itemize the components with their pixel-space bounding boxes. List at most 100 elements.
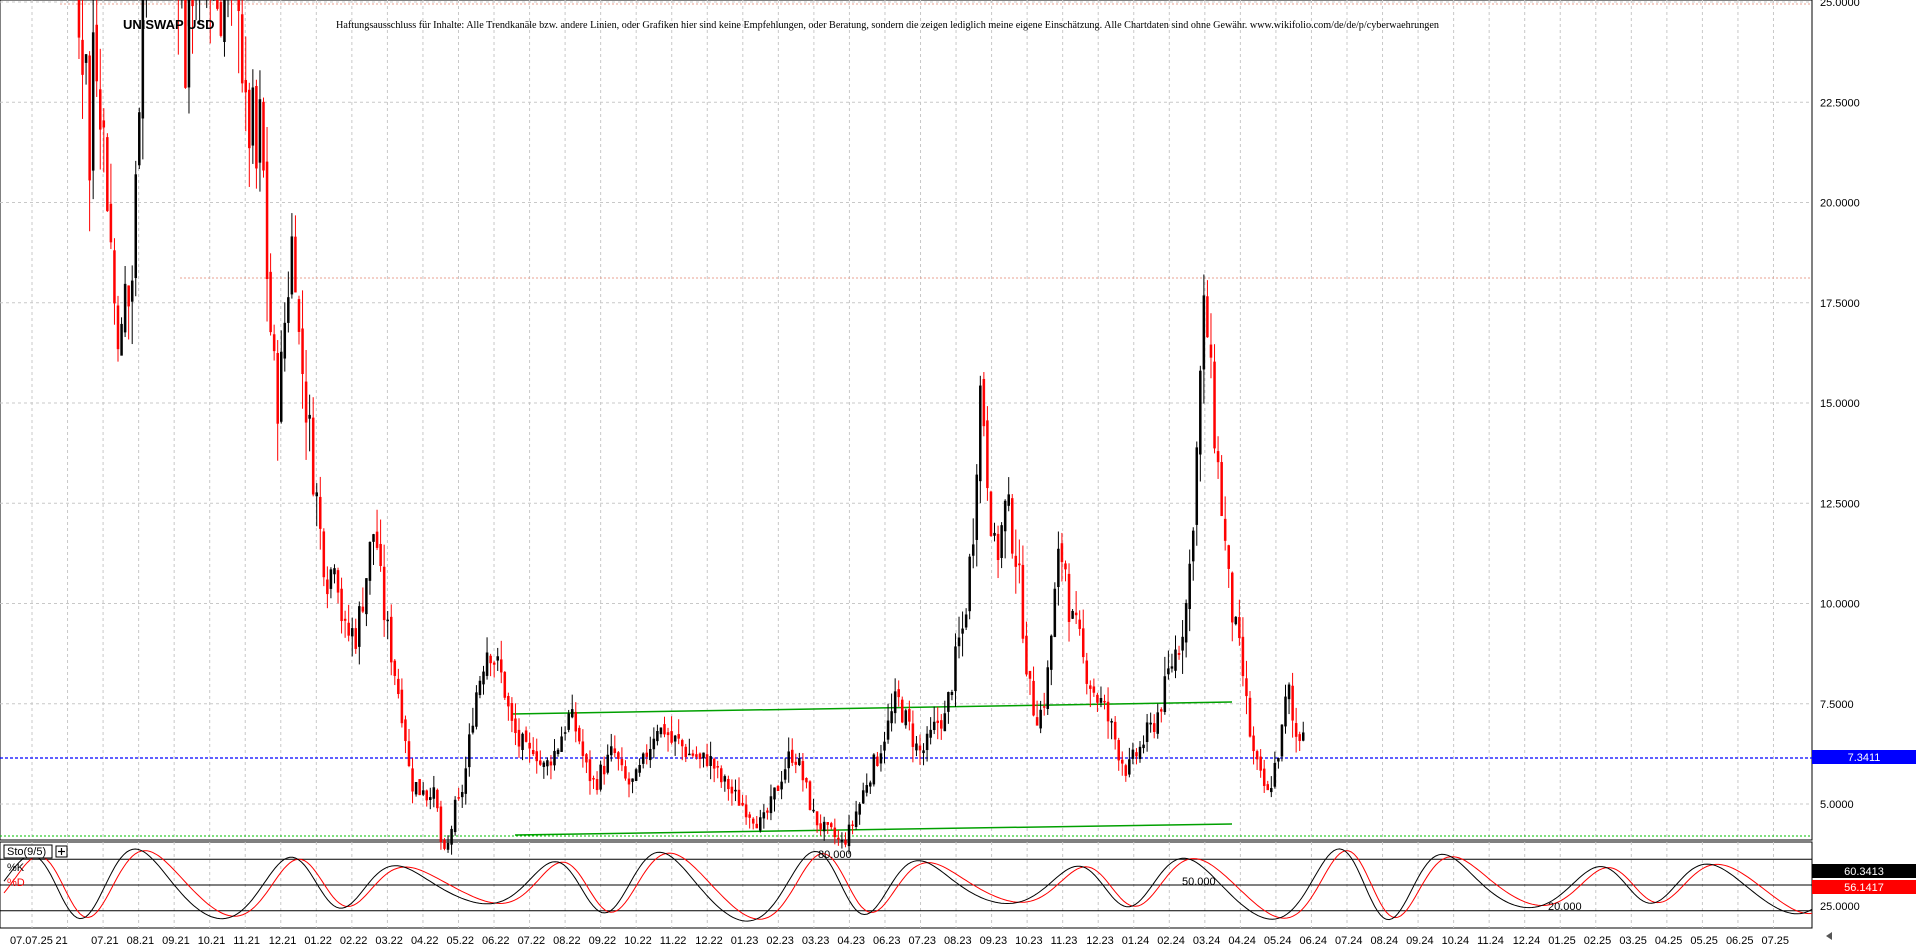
x-tick-label: 01.24 xyxy=(1122,935,1150,947)
candle-body xyxy=(869,782,872,787)
candle-body xyxy=(322,531,326,578)
y-tick-label: 15.0000 xyxy=(1820,398,1860,410)
candle-body xyxy=(830,823,833,828)
x-tick-label: 07.25 xyxy=(1761,935,1789,947)
x-tick-label: 04.24 xyxy=(1228,935,1256,947)
candle-body xyxy=(95,24,98,82)
candle-body xyxy=(578,727,581,742)
candle-body xyxy=(1014,555,1018,567)
stoch-right-label: 25.0000 xyxy=(1820,901,1860,913)
candle-body xyxy=(1117,740,1120,761)
candle-body xyxy=(556,749,560,755)
x-tick-label: 09.22 xyxy=(589,935,617,947)
candle-body xyxy=(1000,525,1003,558)
candle-body xyxy=(755,823,759,829)
x-tick-label: 08.24 xyxy=(1371,935,1399,947)
y-tick-label: 25.0000 xyxy=(1820,0,1860,9)
candle-body xyxy=(773,787,776,800)
candle-body xyxy=(1234,616,1238,625)
candle-body xyxy=(1248,697,1252,737)
candle-body xyxy=(1078,619,1081,629)
candle-body xyxy=(457,797,460,799)
candle-body xyxy=(872,754,876,785)
candle-body xyxy=(255,85,258,169)
x-tick-label: 07.07.25 xyxy=(10,935,53,947)
candle-body xyxy=(404,719,407,742)
candle-body xyxy=(1273,762,1277,787)
candle-body xyxy=(1259,756,1262,771)
stoch-level-80: 80.000 xyxy=(818,849,852,861)
x-tick-label: 21 xyxy=(56,935,68,947)
candle-body xyxy=(1089,685,1092,689)
candle-body xyxy=(1057,548,1060,588)
candle-body xyxy=(283,322,287,359)
candle-body xyxy=(1241,636,1245,677)
candle-body xyxy=(1216,451,1220,463)
candle-body xyxy=(602,765,606,775)
x-axis-labels: 07.07.25 21 07.21 08.21 09.21 10.21 11.21 12.21… xyxy=(10,935,1789,947)
y-tick-label: 20.0000 xyxy=(1820,198,1860,210)
candle-body xyxy=(943,713,947,732)
candle-body xyxy=(1064,563,1067,570)
candle-body xyxy=(833,827,837,838)
candle-body xyxy=(1096,694,1099,703)
candle-body xyxy=(1291,685,1294,721)
candle-body xyxy=(127,285,130,307)
candle-body xyxy=(347,622,350,636)
candle-body xyxy=(1003,500,1007,532)
candle-body xyxy=(223,0,226,42)
candle-body xyxy=(599,764,602,790)
candle-body xyxy=(702,752,705,759)
candle-body xyxy=(854,811,858,827)
candle-body xyxy=(886,720,890,740)
candle-body xyxy=(514,718,517,734)
scroll-left-icon[interactable] xyxy=(1826,932,1832,940)
stochastic-title-box[interactable] xyxy=(3,844,53,859)
candle-body xyxy=(563,732,567,734)
candle-body xyxy=(407,741,411,766)
candle-body xyxy=(1188,563,1191,610)
candle-body xyxy=(1071,610,1074,619)
candle-body xyxy=(489,655,492,664)
candle-body xyxy=(187,0,191,88)
candle-body xyxy=(1099,697,1103,703)
candle-body xyxy=(1199,370,1202,455)
candle-body xyxy=(1135,752,1138,757)
candle-body xyxy=(1213,361,1216,449)
candle-body xyxy=(819,823,822,830)
candle-body xyxy=(418,779,421,796)
candle-body xyxy=(453,799,457,833)
x-tick-label: 04.25 xyxy=(1655,935,1683,947)
candle-body xyxy=(219,2,223,36)
candle-body xyxy=(858,804,861,815)
channel-lines xyxy=(0,3,1812,837)
candle-body xyxy=(585,754,588,763)
candle-body xyxy=(350,628,354,637)
candle-body xyxy=(535,751,538,762)
candle-body xyxy=(1092,686,1096,693)
candle-body xyxy=(1128,759,1131,775)
candle-body xyxy=(1145,722,1149,742)
candle-body xyxy=(1284,696,1287,727)
candle-body xyxy=(531,750,535,755)
candle-body xyxy=(1050,635,1053,670)
candle-body xyxy=(109,203,113,243)
candle-body xyxy=(1167,668,1170,675)
candle-body xyxy=(1131,749,1135,759)
candle-body xyxy=(1113,721,1117,740)
candle-body xyxy=(737,789,741,806)
candle-body xyxy=(1053,588,1057,637)
candle-body xyxy=(1025,635,1028,675)
candle-body xyxy=(521,733,524,750)
candle-body xyxy=(191,0,194,7)
x-tick-label: 10.21 xyxy=(198,935,226,947)
candle-body xyxy=(290,236,294,295)
candle-body xyxy=(116,305,120,350)
price-panel-frame xyxy=(0,0,1813,841)
stochastic-title: Sto(9/5) xyxy=(7,846,46,858)
candle-body xyxy=(1160,709,1163,712)
stoch-k-line xyxy=(3,848,1813,922)
candle-body xyxy=(81,39,84,75)
x-tick-label: 02.23 xyxy=(766,935,794,947)
candle-body xyxy=(1191,530,1195,562)
